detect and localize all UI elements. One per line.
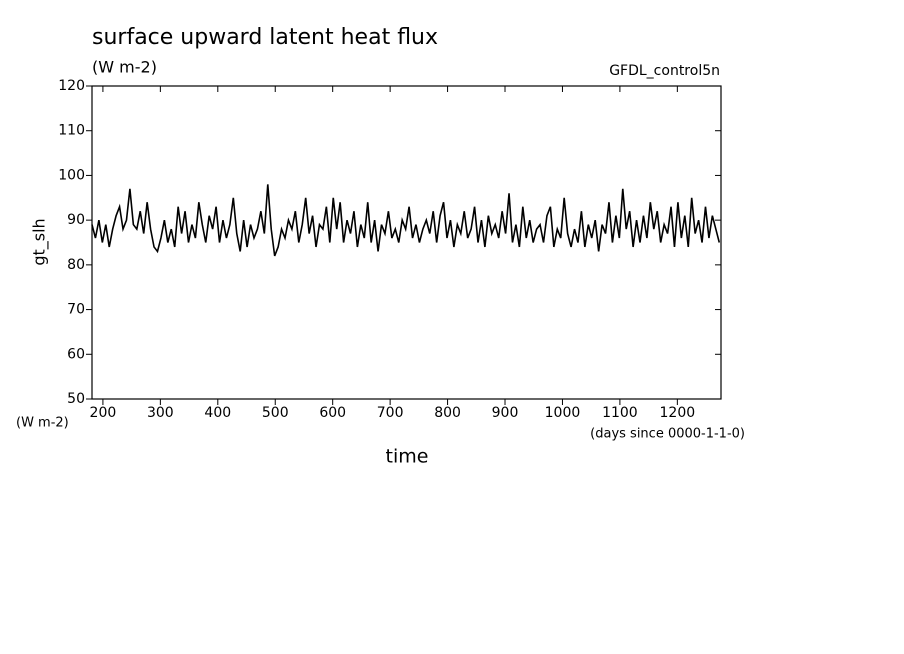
y-tick-label: 110 (58, 123, 85, 139)
y-tick-label: 120 (58, 78, 85, 94)
x-tick-label: 900 (492, 405, 519, 421)
x-tick-label: 500 (262, 405, 289, 421)
x-tick-label: 1200 (660, 405, 696, 421)
x-axis-title: time (386, 446, 429, 468)
x-tick-label: 1100 (602, 405, 638, 421)
y-tick-label: 60 (67, 346, 85, 362)
chart-title: surface upward latent heat flux (92, 25, 438, 50)
x-tick-label: 600 (319, 405, 346, 421)
y-axis-units: (W m-2) (16, 416, 69, 431)
x-tick-label: 400 (204, 405, 231, 421)
x-tick-label: 200 (90, 405, 117, 421)
y-tick-label: 80 (67, 257, 85, 273)
dataset-label: GFDL_control5n (609, 63, 720, 79)
y-tick-label: 50 (67, 391, 85, 407)
y-tick-label: 70 (67, 302, 85, 318)
y-tick-label: 100 (58, 167, 85, 183)
y-tick-label: 90 (67, 212, 85, 228)
x-tick-label: 300 (147, 405, 174, 421)
x-tick-label: 700 (377, 405, 404, 421)
x-tick-label: 1000 (545, 405, 581, 421)
y-axis-title: gt_slh (30, 218, 50, 265)
x-tick-label: 800 (434, 405, 461, 421)
data-line (91, 184, 721, 257)
plot-frame (91, 85, 722, 400)
x-axis-units: (days since 0000-1-1-0) (590, 427, 745, 442)
chart-subtitle: (W m-2) (92, 58, 157, 77)
